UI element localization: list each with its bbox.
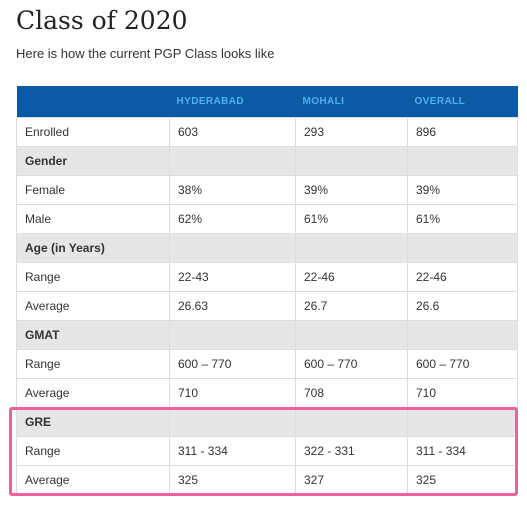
cell-overall: 39% bbox=[407, 174, 518, 205]
table-row-enrolled: Enrolled 603 293 896 bbox=[16, 116, 518, 147]
section-cell bbox=[295, 232, 408, 263]
section-cell bbox=[295, 145, 408, 176]
cell-mohali: 600 – 770 bbox=[295, 348, 408, 379]
page-subtitle: Here is how the current PGP Class looks … bbox=[16, 46, 275, 61]
table-row-age-range: Range 22-43 22-46 22-46 bbox=[16, 261, 518, 292]
section-row-gmat: GMAT bbox=[16, 319, 518, 350]
cell-hyderabad: 603 bbox=[169, 116, 296, 147]
header-cell-mohali: MOHALI bbox=[302, 95, 345, 107]
cell-hyderabad: 600 – 770 bbox=[169, 348, 296, 379]
section-cell bbox=[169, 232, 296, 263]
section-row-gender: Gender bbox=[16, 145, 518, 176]
row-label: Female bbox=[16, 174, 170, 205]
section-label: GRE bbox=[16, 406, 170, 437]
cell-hyderabad: 710 bbox=[169, 377, 296, 408]
cell-overall: 896 bbox=[407, 116, 518, 147]
header-cell-hyderabad: HYDERABAD bbox=[176, 95, 244, 107]
section-cell bbox=[407, 232, 518, 263]
cell-overall: 311 - 334 bbox=[407, 435, 518, 466]
table-row-gre-average: Average 325 327 325 bbox=[16, 464, 518, 495]
section-label: GMAT bbox=[16, 319, 170, 350]
cell-mohali: 708 bbox=[295, 377, 408, 408]
table-header-row: HYDERABAD MOHALI OVERALL bbox=[16, 86, 518, 117]
cell-hyderabad: 26.63 bbox=[169, 290, 296, 321]
section-cell bbox=[169, 406, 296, 437]
row-label: Range bbox=[16, 261, 170, 292]
section-cell bbox=[407, 145, 518, 176]
row-label: Average bbox=[16, 290, 170, 321]
table-row-gmat-average: Average 710 708 710 bbox=[16, 377, 518, 408]
cell-mohali: 39% bbox=[295, 174, 408, 205]
section-cell bbox=[407, 319, 518, 350]
section-cell bbox=[169, 319, 296, 350]
row-label: Enrolled bbox=[16, 116, 170, 147]
page-title: Class of 2020 bbox=[16, 6, 188, 35]
row-label: Range bbox=[16, 435, 170, 466]
cell-hyderabad: 22-43 bbox=[169, 261, 296, 292]
cell-mohali: 327 bbox=[295, 464, 408, 495]
cell-hyderabad: 38% bbox=[169, 174, 296, 205]
cell-mohali: 293 bbox=[295, 116, 408, 147]
cell-overall: 600 – 770 bbox=[407, 348, 518, 379]
cell-overall: 61% bbox=[407, 203, 518, 234]
section-cell bbox=[295, 319, 408, 350]
cell-hyderabad: 311 - 334 bbox=[169, 435, 296, 466]
table-row-gre-range: Range 311 - 334 322 - 331 311 - 334 bbox=[16, 435, 518, 466]
section-row-age: Age (in Years) bbox=[16, 232, 518, 263]
cell-mohali: 322 - 331 bbox=[295, 435, 408, 466]
section-cell bbox=[407, 406, 518, 437]
table-row-age-average: Average 26.63 26.7 26.6 bbox=[16, 290, 518, 321]
cell-mohali: 22-46 bbox=[295, 261, 408, 292]
table-row-female: Female 38% 39% 39% bbox=[16, 174, 518, 205]
cell-mohali: 26.7 bbox=[295, 290, 408, 321]
section-cell bbox=[169, 145, 296, 176]
row-label: Average bbox=[16, 377, 170, 408]
header-cell-label bbox=[17, 86, 170, 117]
cell-hyderabad: 325 bbox=[169, 464, 296, 495]
row-label: Range bbox=[16, 348, 170, 379]
section-cell bbox=[295, 406, 408, 437]
section-label: Age (in Years) bbox=[16, 232, 170, 263]
cell-hyderabad: 62% bbox=[169, 203, 296, 234]
table-row-gmat-range: Range 600 – 770 600 – 770 600 – 770 bbox=[16, 348, 518, 379]
header-cell-overall: OVERALL bbox=[414, 95, 466, 107]
class-profile-table: HYDERABAD MOHALI OVERALL Enrolled 603 29… bbox=[16, 86, 518, 495]
row-label: Average bbox=[16, 464, 170, 495]
row-label: Male bbox=[16, 203, 170, 234]
cell-overall: 325 bbox=[407, 464, 518, 495]
table-row-male: Male 62% 61% 61% bbox=[16, 203, 518, 234]
section-row-gre: GRE bbox=[16, 406, 518, 437]
section-label: Gender bbox=[16, 145, 170, 176]
cell-mohali: 61% bbox=[295, 203, 408, 234]
cell-overall: 710 bbox=[407, 377, 518, 408]
cell-overall: 26.6 bbox=[407, 290, 518, 321]
cell-overall: 22-46 bbox=[407, 261, 518, 292]
